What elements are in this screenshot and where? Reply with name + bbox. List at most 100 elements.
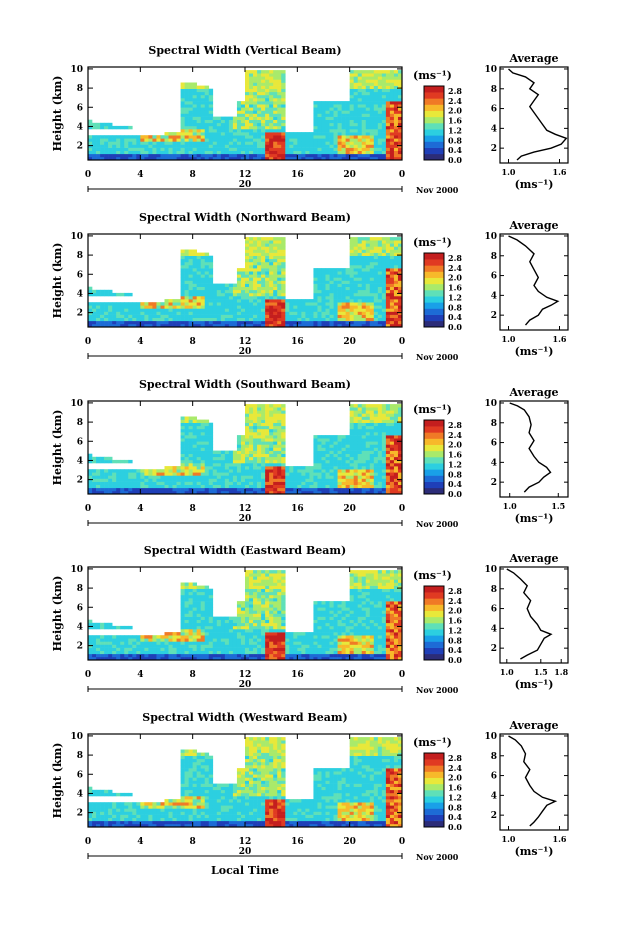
- heatmap-cell: [377, 487, 383, 492]
- heatmap-cell: [385, 456, 391, 461]
- heatmap-cell: [353, 447, 359, 451]
- heatmap-cell: [112, 292, 117, 297]
- heatmap-cell: [208, 129, 214, 133]
- heatmap-cell: [224, 629, 230, 633]
- heatmap-cell: [337, 444, 342, 448]
- heatmap-cell: [144, 323, 149, 328]
- heatmap-cell: [212, 453, 218, 458]
- heatmap-cell: [212, 308, 218, 312]
- heatmap-cell: [393, 268, 399, 272]
- heatmap-cell: [385, 119, 391, 124]
- heatmap-cell: [281, 438, 286, 442]
- heatmap-cell: [333, 113, 338, 117]
- heatmap-cell: [184, 463, 189, 467]
- heatmap-cell: [345, 490, 350, 495]
- heatmap-cell: [393, 70, 399, 74]
- heatmap-cell: [353, 305, 359, 309]
- heatmap-cell: [200, 484, 206, 489]
- heatmap-cell: [393, 456, 399, 461]
- heatmap-cell: [144, 638, 149, 642]
- heatmap-cell: [361, 141, 367, 145]
- profile-frame: [499, 400, 569, 498]
- heatmap-cell: [353, 481, 359, 485]
- heatmap-cell: [369, 456, 375, 461]
- heatmap-cell: [329, 459, 334, 464]
- heatmap-cell: [397, 466, 403, 470]
- heatmap-cell: [224, 459, 230, 464]
- heatmap-cell: [104, 156, 109, 161]
- heatmap-cell: [152, 314, 157, 318]
- heatmap-cell: [313, 444, 318, 448]
- heatmap-cell: [249, 129, 254, 133]
- heatmap-cell: [377, 125, 383, 130]
- heatmap-cell: [265, 122, 270, 127]
- heatmap-cell: [353, 466, 359, 470]
- heatmap-cell: [265, 246, 270, 250]
- heatmap-cell: [269, 135, 274, 139]
- heatmap-cell: [389, 472, 395, 476]
- heatmap-cell: [188, 258, 193, 263]
- heatmap-cell: [389, 113, 395, 117]
- heatmap-cell: [220, 308, 226, 312]
- heatmap-cell: [277, 490, 282, 495]
- heatmap-cell: [353, 444, 359, 448]
- heatmap-cell: [369, 416, 375, 420]
- heatmap-cell: [329, 450, 334, 454]
- heatmap-cell: [249, 237, 254, 241]
- heatmap-cell: [317, 101, 322, 105]
- heatmap-cell: [253, 132, 258, 136]
- heatmap-cell: [257, 487, 262, 492]
- heatmap-cell: [232, 478, 238, 482]
- heatmap-cell: [341, 484, 346, 489]
- heatmap-cell: [373, 487, 379, 492]
- heatmap-cell: [108, 475, 113, 479]
- heatmap-cell: [200, 107, 206, 111]
- heatmap-cell: [236, 286, 242, 291]
- heatmap-cell: [212, 456, 218, 461]
- heatmap-cell: [309, 144, 314, 148]
- heatmap-cell: [216, 487, 222, 492]
- heatmap-cell: [152, 484, 157, 489]
- heatmap-cell: [200, 469, 206, 473]
- heatmap-cell: [228, 299, 234, 303]
- heatmap-cell: [200, 320, 206, 325]
- heatmap-cell: [397, 88, 403, 93]
- heatmap-cell: [132, 317, 137, 322]
- heatmap-cell: [345, 481, 350, 485]
- heatmap-cell: [293, 153, 298, 158]
- heatmap-cell: [313, 456, 318, 461]
- heatmap-cell: [180, 582, 185, 586]
- heatmap-cell: [204, 487, 210, 492]
- heatmap-cell: [253, 407, 258, 411]
- heatmap-cell: [361, 125, 367, 130]
- heatmap-cell: [385, 280, 391, 284]
- heatmap-cell: [176, 632, 181, 636]
- heatmap-cell: [393, 101, 399, 105]
- heatmap-cell: [261, 425, 266, 430]
- heatmap-cell: [188, 585, 193, 589]
- heatmap-cell: [333, 320, 338, 325]
- heatmap-cell: [257, 141, 262, 145]
- heatmap-cell: [156, 638, 161, 642]
- heatmap-cell: [120, 647, 125, 651]
- heatmap-cell: [196, 91, 202, 96]
- heatmap-cell: [289, 135, 294, 139]
- heatmap-cell: [325, 299, 330, 303]
- heatmap-cell: [204, 444, 210, 448]
- heatmap-cell: [337, 305, 342, 309]
- heatmap-cell: [192, 258, 197, 263]
- heatmap-cell: [192, 255, 197, 260]
- heatmap-cell: [349, 91, 354, 96]
- heatmap-cell: [317, 156, 322, 161]
- heatmap-cell: [92, 490, 97, 495]
- heatmap-cell: [349, 416, 354, 420]
- heatmap-cell: [224, 656, 230, 661]
- heatmap-cell: [212, 463, 218, 467]
- heatmap-cell: [228, 153, 234, 158]
- heatmap-cell: [124, 478, 129, 482]
- heatmap-cell: [112, 487, 117, 492]
- heatmap-cell: [349, 79, 354, 83]
- heatmap-cell: [309, 156, 314, 161]
- heatmap-cell: [353, 317, 359, 322]
- heatmap-cell: [381, 299, 387, 303]
